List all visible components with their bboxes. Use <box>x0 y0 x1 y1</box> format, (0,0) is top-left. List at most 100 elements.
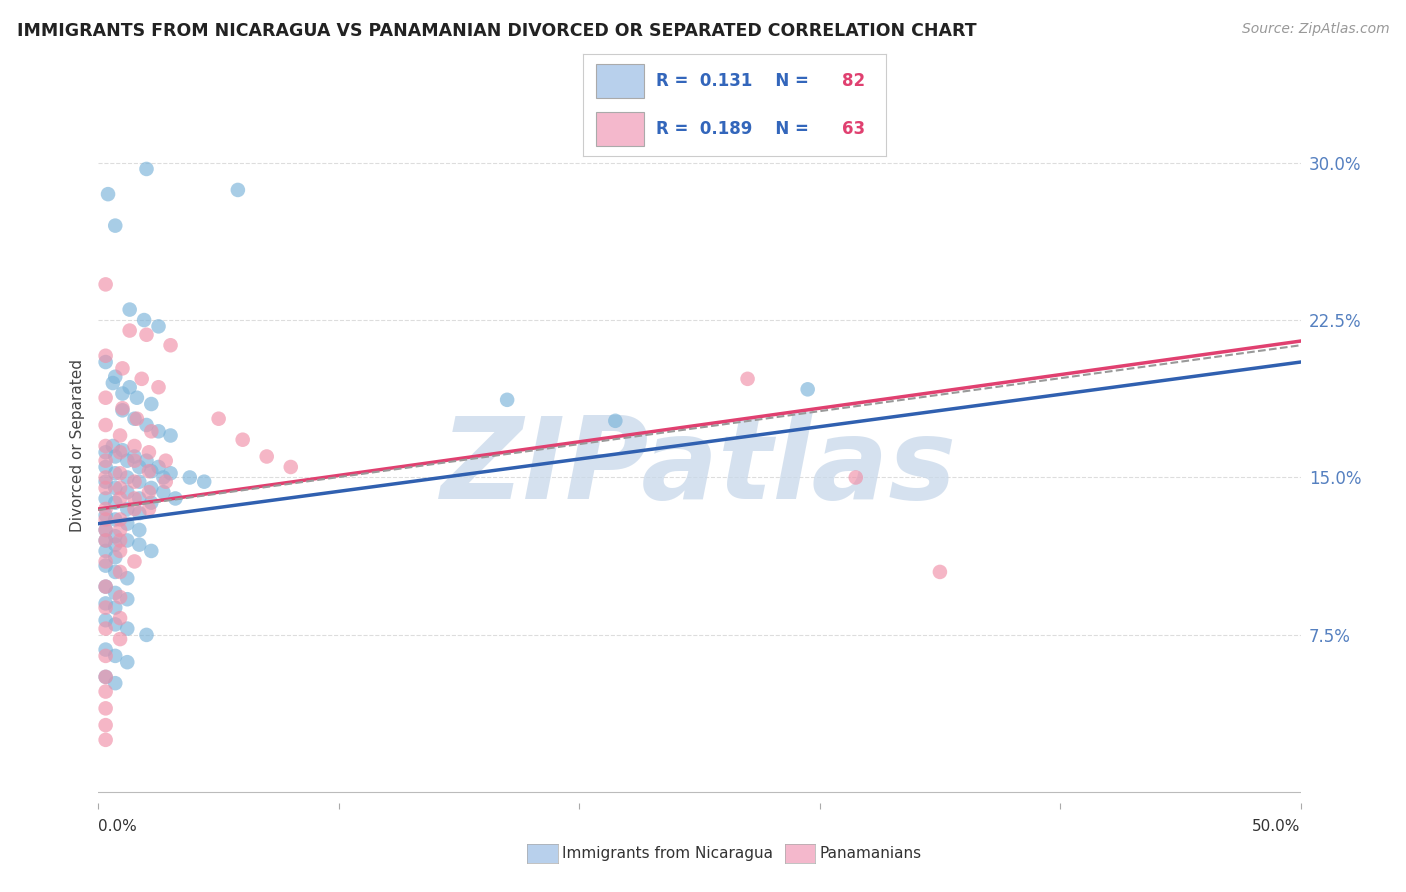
Point <box>135 417 157 432</box>
Point <box>280 460 302 475</box>
Point <box>101 439 124 453</box>
Point <box>94 580 117 594</box>
Point <box>152 470 174 484</box>
Point <box>94 600 117 615</box>
Point <box>94 544 117 558</box>
Text: IMMIGRANTS FROM NICARAGUA VS PANAMANIAN DIVORCED OR SEPARATED CORRELATION CHART: IMMIGRANTS FROM NICARAGUA VS PANAMANIAN … <box>17 22 977 40</box>
Point <box>117 470 139 484</box>
Point <box>108 523 131 537</box>
Point <box>111 386 134 401</box>
Point <box>94 533 117 548</box>
Point <box>94 491 117 506</box>
Point <box>104 219 127 233</box>
Point <box>104 467 127 481</box>
Point <box>128 506 150 520</box>
Point <box>132 313 155 327</box>
Point <box>148 380 170 394</box>
Text: Panamanians: Panamanians <box>820 847 922 861</box>
Point <box>111 361 134 376</box>
Point <box>94 445 117 459</box>
Point <box>128 475 150 489</box>
Point <box>108 565 131 579</box>
Point <box>128 491 150 506</box>
Point <box>94 391 117 405</box>
Point <box>94 481 117 495</box>
Point <box>128 460 150 475</box>
Point <box>117 592 139 607</box>
Point <box>101 376 124 390</box>
Point <box>108 632 131 646</box>
Point <box>148 460 170 475</box>
Point <box>94 523 117 537</box>
Text: 0.0%: 0.0% <box>98 820 138 834</box>
Point <box>141 481 163 495</box>
Point <box>141 464 163 478</box>
Point <box>138 502 160 516</box>
Point <box>94 596 117 610</box>
Point <box>94 523 117 537</box>
Point <box>94 718 117 732</box>
Point <box>124 502 146 516</box>
Point <box>94 554 117 568</box>
Point <box>117 516 139 531</box>
Point <box>124 439 146 453</box>
Point <box>104 450 127 464</box>
Point <box>141 425 163 439</box>
Point <box>117 622 139 636</box>
Point <box>131 372 153 386</box>
Point <box>159 428 181 442</box>
Point <box>152 485 174 500</box>
Point <box>94 470 117 484</box>
Point <box>108 512 131 526</box>
Point <box>928 565 950 579</box>
Point <box>208 411 231 425</box>
Point <box>94 533 117 548</box>
Point <box>605 414 627 428</box>
Point <box>141 496 163 510</box>
Point <box>138 445 160 459</box>
Point <box>94 355 117 369</box>
Point <box>141 397 163 411</box>
Point <box>135 327 157 342</box>
Point <box>118 324 141 338</box>
Point <box>94 701 117 715</box>
Point <box>94 648 117 663</box>
Point <box>94 642 117 657</box>
Point <box>94 558 117 573</box>
Point <box>128 538 150 552</box>
Point <box>232 433 254 447</box>
Point <box>94 453 117 467</box>
Point <box>117 502 139 516</box>
Point <box>94 580 117 594</box>
Point <box>94 277 117 292</box>
Point <box>118 302 141 317</box>
FancyBboxPatch shape <box>596 64 644 97</box>
Point <box>135 628 157 642</box>
Point <box>94 508 117 523</box>
Point <box>94 670 117 684</box>
Point <box>104 648 127 663</box>
Point <box>104 676 127 690</box>
Point <box>148 319 170 334</box>
Point <box>155 475 177 489</box>
Point <box>94 460 117 475</box>
Point <box>124 491 146 506</box>
Point <box>94 475 117 489</box>
Point <box>117 655 139 669</box>
Point <box>94 417 117 432</box>
Point <box>256 450 278 464</box>
Point <box>124 453 146 467</box>
Point <box>104 586 127 600</box>
Point <box>94 732 117 747</box>
Point <box>141 544 163 558</box>
Point <box>165 491 187 506</box>
Point <box>148 425 170 439</box>
Point <box>94 439 117 453</box>
Point <box>97 187 120 202</box>
Point <box>104 538 127 552</box>
Point <box>124 554 146 568</box>
Point <box>94 613 117 627</box>
Point <box>179 470 201 484</box>
Point <box>138 485 160 500</box>
Point <box>111 403 134 417</box>
